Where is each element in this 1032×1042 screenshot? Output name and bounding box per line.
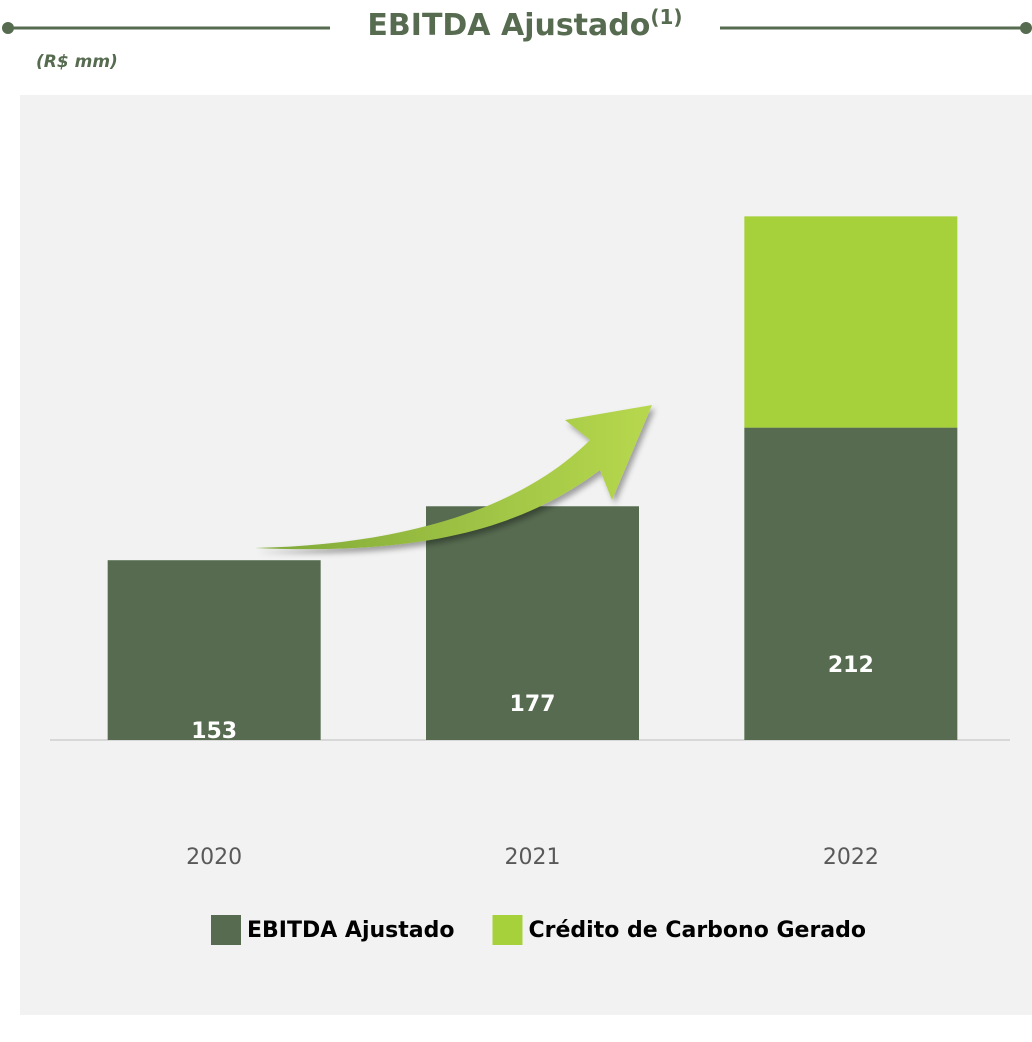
- legend-label: EBITDA Ajustado: [247, 918, 455, 943]
- title-text: EBITDA Ajustado: [367, 8, 650, 43]
- bar-segment: [107, 560, 321, 740]
- data-label: 212: [828, 653, 874, 678]
- legend-swatch: [492, 915, 523, 945]
- bars: [107, 216, 958, 740]
- subtitle: (R$ mm): [36, 52, 118, 72]
- title-note: (1): [650, 5, 682, 29]
- data-label: 177: [510, 692, 556, 717]
- growth-arrow: [255, 405, 652, 550]
- bar-segment: [744, 216, 958, 428]
- x-tick-label: 2021: [505, 845, 561, 870]
- legend-swatch: [211, 915, 241, 945]
- chart-title: EBITDA Ajustado(1): [367, 5, 682, 43]
- legend-label: Crédito de Carbono Gerado: [529, 918, 867, 943]
- title-rule-end: [2, 22, 14, 34]
- data-label: 153: [191, 719, 237, 744]
- bar-segment: [744, 427, 958, 740]
- x-tick-label: 2020: [186, 845, 242, 870]
- title-rule-end: [1020, 22, 1032, 34]
- x-tick-label: 2022: [823, 845, 879, 870]
- bar-segment: [426, 506, 639, 740]
